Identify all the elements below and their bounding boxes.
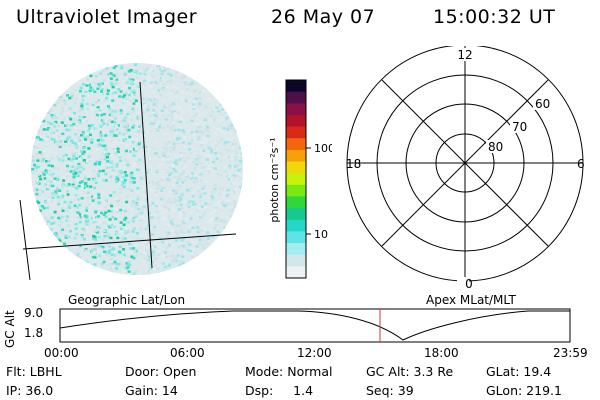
gc-alt-info: GC Alt: 3.3 Re	[366, 364, 454, 379]
colorbar-segment	[286, 196, 306, 209]
timeline-xtick: 23:59	[553, 346, 588, 360]
door-info: Door: Open	[125, 364, 197, 379]
label-bg	[533, 97, 551, 110]
seq-info: Seq: 39	[366, 383, 414, 398]
mode-info: Mode: Normal	[245, 364, 333, 379]
mlt-label-12: 12	[457, 48, 472, 62]
glat-info: GLat: 19.4	[486, 364, 552, 379]
label-bg	[457, 277, 469, 290]
colorbar-segment	[286, 114, 306, 128]
mlt-label-18: 18	[346, 157, 361, 171]
altitude-curve	[59, 310, 570, 341]
colorbar-segment	[286, 80, 306, 93]
polar-diagonal	[381, 79, 549, 247]
timeline-ylabel: GC Alt	[3, 310, 17, 348]
colorbar-tick-label-10: 10	[314, 228, 328, 241]
glon-info: GLon: 219.1	[486, 383, 562, 398]
colorbar-frame	[285, 79, 307, 279]
colorbar-tick-label-100: 100	[314, 142, 332, 155]
apex-coords-label: Apex MLat/MLT	[426, 293, 516, 307]
timeline-frame	[59, 308, 571, 343]
label-bg	[486, 140, 504, 153]
dsp-info: Dsp: 1.4	[245, 383, 314, 398]
uv-image-panel	[19, 63, 243, 281]
geo-coords-label: Geographic Lat/Lon	[68, 293, 186, 307]
timeline-ytick-min: 1.8	[24, 326, 44, 340]
colorbar-segment	[286, 173, 306, 186]
time-label: 15:00:32 UT	[433, 6, 556, 28]
mlt-label-6: 6	[577, 157, 585, 171]
colorbar-segment	[286, 91, 306, 104]
polar-plot: 12 18 6 0 60 70 80	[346, 46, 585, 291]
filter-info: Flt: LBHL	[6, 364, 62, 379]
mlat-label-70: 70	[512, 120, 527, 134]
mlat-label-60: 60	[535, 97, 550, 111]
app-title: Ultraviolet Imager	[16, 6, 198, 28]
geo-grid-line	[22, 233, 237, 250]
timeline-ytick-max: 9.0	[24, 306, 44, 320]
colorbar-segment	[286, 243, 306, 256]
timeline-xtick: 06:00	[170, 346, 205, 360]
mlat-label-80: 80	[488, 140, 503, 154]
colorbar-segment	[286, 149, 306, 163]
geo-grid-line	[19, 199, 31, 281]
colorbar-segment	[286, 161, 306, 174]
mlt-label-0: 0	[465, 277, 473, 291]
colorbar-segment	[286, 219, 306, 233]
timeline-xtick: 18:00	[424, 346, 459, 360]
colorbar-gradient	[286, 80, 306, 279]
colorbar-segment	[286, 231, 306, 244]
colorbar-segment	[286, 208, 306, 221]
colorbar-segment	[286, 266, 306, 279]
colorbar-segment	[286, 184, 306, 198]
colorbar-segment	[286, 126, 306, 139]
label-bg	[510, 120, 528, 133]
geo-grid-line	[139, 81, 153, 269]
colorbar-segment	[286, 103, 306, 116]
date-label: 26 May 07	[271, 6, 376, 28]
gain-info: Gain: 14	[125, 383, 178, 398]
orbit-timeline	[59, 308, 571, 343]
colorbar-segment	[286, 254, 306, 267]
label-bg	[457, 48, 473, 61]
colorbar: 100 10 photon cm⁻²s⁻¹	[268, 79, 332, 279]
ip-info: IP: 36.0	[6, 383, 54, 398]
timeline-xtick: 12:00	[297, 346, 332, 360]
colorbar-segment	[286, 138, 306, 151]
timeline-xtick: 00:00	[44, 346, 79, 360]
colorbar-unit-label: photon cm⁻²s⁻¹	[268, 137, 281, 222]
